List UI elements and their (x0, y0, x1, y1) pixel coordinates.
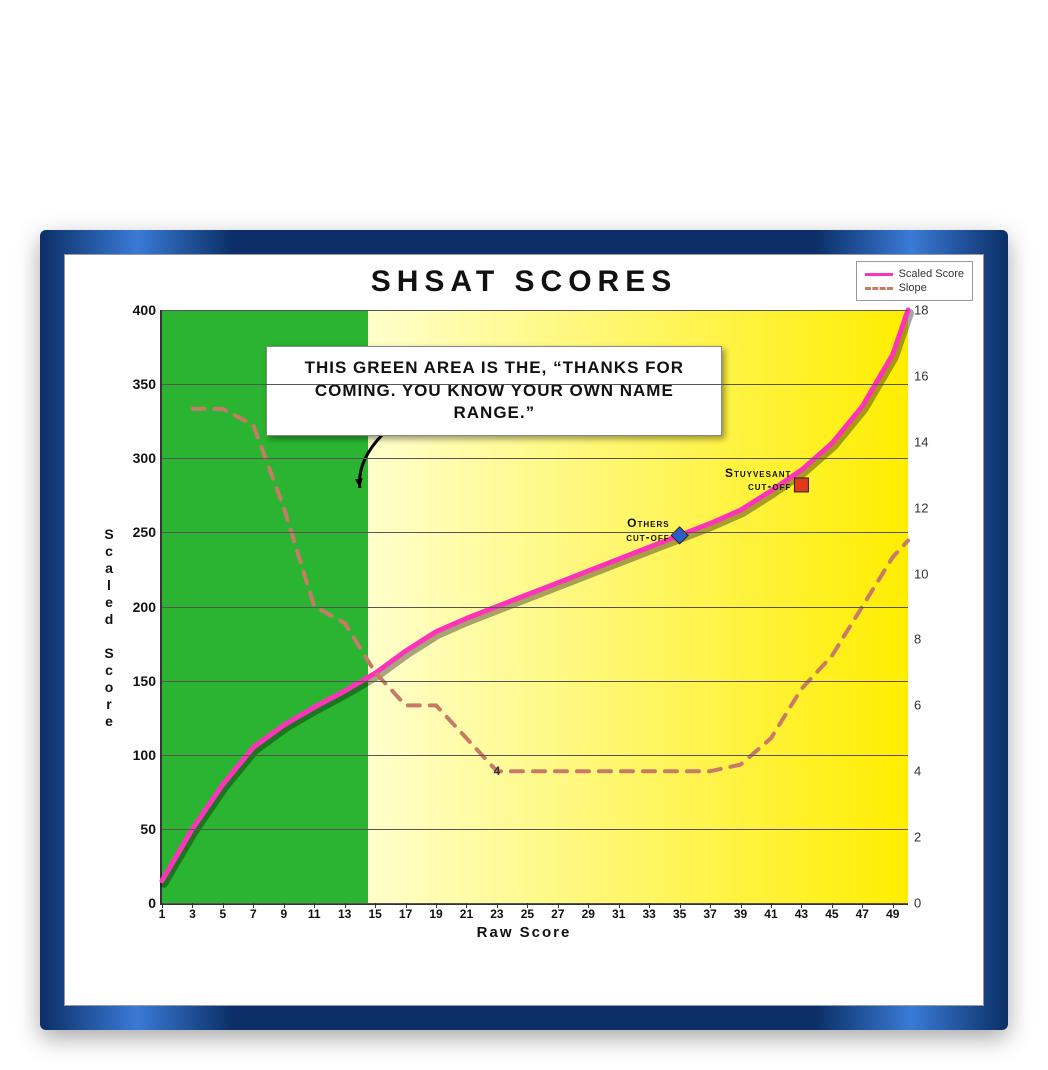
x-tick-label: 37 (703, 903, 716, 921)
x-tick-label: 43 (795, 903, 808, 921)
legend-item: Scaled Score (865, 268, 964, 280)
x-tick-label: 29 (582, 903, 595, 921)
x-tick-label: 39 (734, 903, 747, 921)
x-tick-label: 3 (189, 903, 196, 921)
x-tick-label: 35 (673, 903, 686, 921)
x-tick-label: 19 (429, 903, 442, 921)
y2-tick-label: 0 (908, 896, 921, 911)
x-tick-label: 21 (460, 903, 473, 921)
gridline (162, 829, 908, 830)
chart-frame: SHSAT SCORES Scaled Score Slope Scaled S… (40, 230, 1008, 1030)
gridline (162, 310, 908, 311)
chart-inner: SHSAT SCORES Scaled Score Slope Scaled S… (64, 254, 984, 1006)
y2-tick-label: 14 (908, 434, 928, 449)
x-tick-label: 25 (521, 903, 534, 921)
x-tick-label: 13 (338, 903, 351, 921)
y-tick-label: 250 (133, 524, 162, 540)
y-tick-label: 50 (140, 821, 162, 837)
x-tick-label: 15 (368, 903, 381, 921)
gridline (162, 607, 908, 608)
others-cutoff-label: Otherscut-off (570, 517, 670, 543)
y2-tick-label: 18 (908, 303, 928, 318)
y2-tick-label: 2 (908, 830, 921, 845)
gridline (162, 755, 908, 756)
y-tick-label: 400 (133, 302, 162, 318)
x-tick-label: 47 (856, 903, 869, 921)
x-tick-label: 33 (642, 903, 655, 921)
legend: Scaled Score Slope (856, 261, 973, 301)
legend-item: Slope (865, 282, 964, 294)
y2-tick-label: 10 (908, 566, 928, 581)
x-tick-label: 17 (399, 903, 412, 921)
plot-area: This green area is the, “Thanks for comi… (160, 310, 908, 905)
x-tick-label: 7 (250, 903, 257, 921)
y2-tick-label: 6 (908, 698, 921, 713)
legend-swatch (865, 273, 893, 276)
x-tick-label: 9 (280, 903, 287, 921)
x-tick-label: 31 (612, 903, 625, 921)
y-tick-label: 350 (133, 376, 162, 392)
x-tick-label: 27 (551, 903, 564, 921)
plot-wrap: Scaled Score Raw Score This green area i… (105, 310, 943, 945)
y-axis-label: Scaled Score (101, 526, 117, 730)
y2-tick-label: 4 (908, 764, 921, 779)
x-tick-label: 41 (764, 903, 777, 921)
x-tick-label: 49 (886, 903, 899, 921)
chart-title: SHSAT SCORES (65, 265, 983, 299)
gridline (162, 681, 908, 682)
x-tick-label: 23 (490, 903, 503, 921)
y-tick-label: 300 (133, 450, 162, 466)
y2-tick-label: 12 (908, 500, 928, 515)
x-tick-label: 11 (308, 903, 321, 921)
y2-tick-label: 8 (908, 632, 921, 647)
x-tick-label: 1 (159, 903, 166, 921)
y-tick-label: 200 (133, 599, 162, 615)
gridline (162, 384, 908, 385)
gridline (162, 532, 908, 533)
slope-value-label: 4 (494, 764, 501, 778)
legend-label: Slope (899, 282, 927, 294)
legend-label: Scaled Score (899, 268, 964, 280)
x-tick-label: 45 (825, 903, 838, 921)
callout-box: This green area is the, “Thanks for comi… (266, 346, 722, 437)
legend-swatch (865, 287, 893, 290)
stuyvesant-cutoff-label: Stuyvesantcut-off (661, 467, 791, 493)
x-tick-label: 5 (220, 903, 227, 921)
gridline (162, 458, 908, 459)
y2-tick-label: 16 (908, 368, 928, 383)
x-axis-label: Raw Score (105, 924, 943, 941)
y-tick-label: 100 (133, 747, 162, 763)
y-tick-label: 150 (133, 673, 162, 689)
